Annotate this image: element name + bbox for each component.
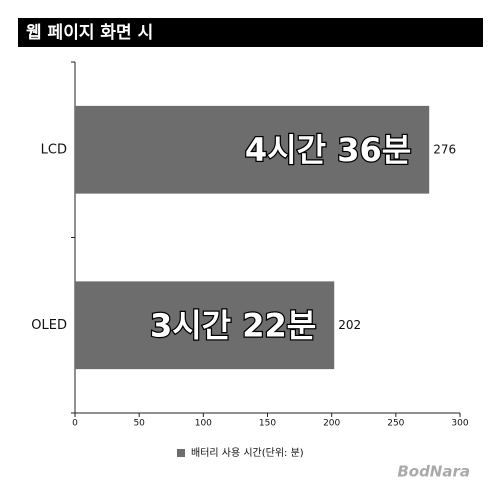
x-tick-label: 100 bbox=[195, 419, 212, 429]
bar bbox=[75, 105, 430, 194]
y-tick-label: LCD bbox=[41, 142, 67, 157]
x-tick-label: 200 bbox=[323, 419, 340, 429]
legend-label: 배터리 사용 시간(단위: 분) bbox=[191, 446, 304, 459]
annotation: 3시간 22분 bbox=[150, 306, 316, 344]
chart-title: 웹 페이지 화면 시 bbox=[26, 23, 153, 43]
value-label: 202 bbox=[338, 318, 361, 332]
annotation: 4시간 36분 bbox=[245, 131, 411, 169]
title-banner bbox=[18, 18, 483, 47]
x-tick-label: 0 bbox=[72, 419, 78, 429]
legend-swatch bbox=[177, 449, 185, 457]
x-tick-label: 50 bbox=[133, 419, 145, 429]
x-tick-label: 150 bbox=[259, 419, 276, 429]
bar bbox=[75, 281, 335, 370]
value-label: 276 bbox=[433, 142, 456, 156]
x-tick-label: 250 bbox=[387, 419, 404, 429]
x-tick-label: 300 bbox=[451, 419, 468, 429]
watermark: BodNara bbox=[397, 463, 470, 481]
y-tick-label: OLED bbox=[31, 318, 67, 333]
